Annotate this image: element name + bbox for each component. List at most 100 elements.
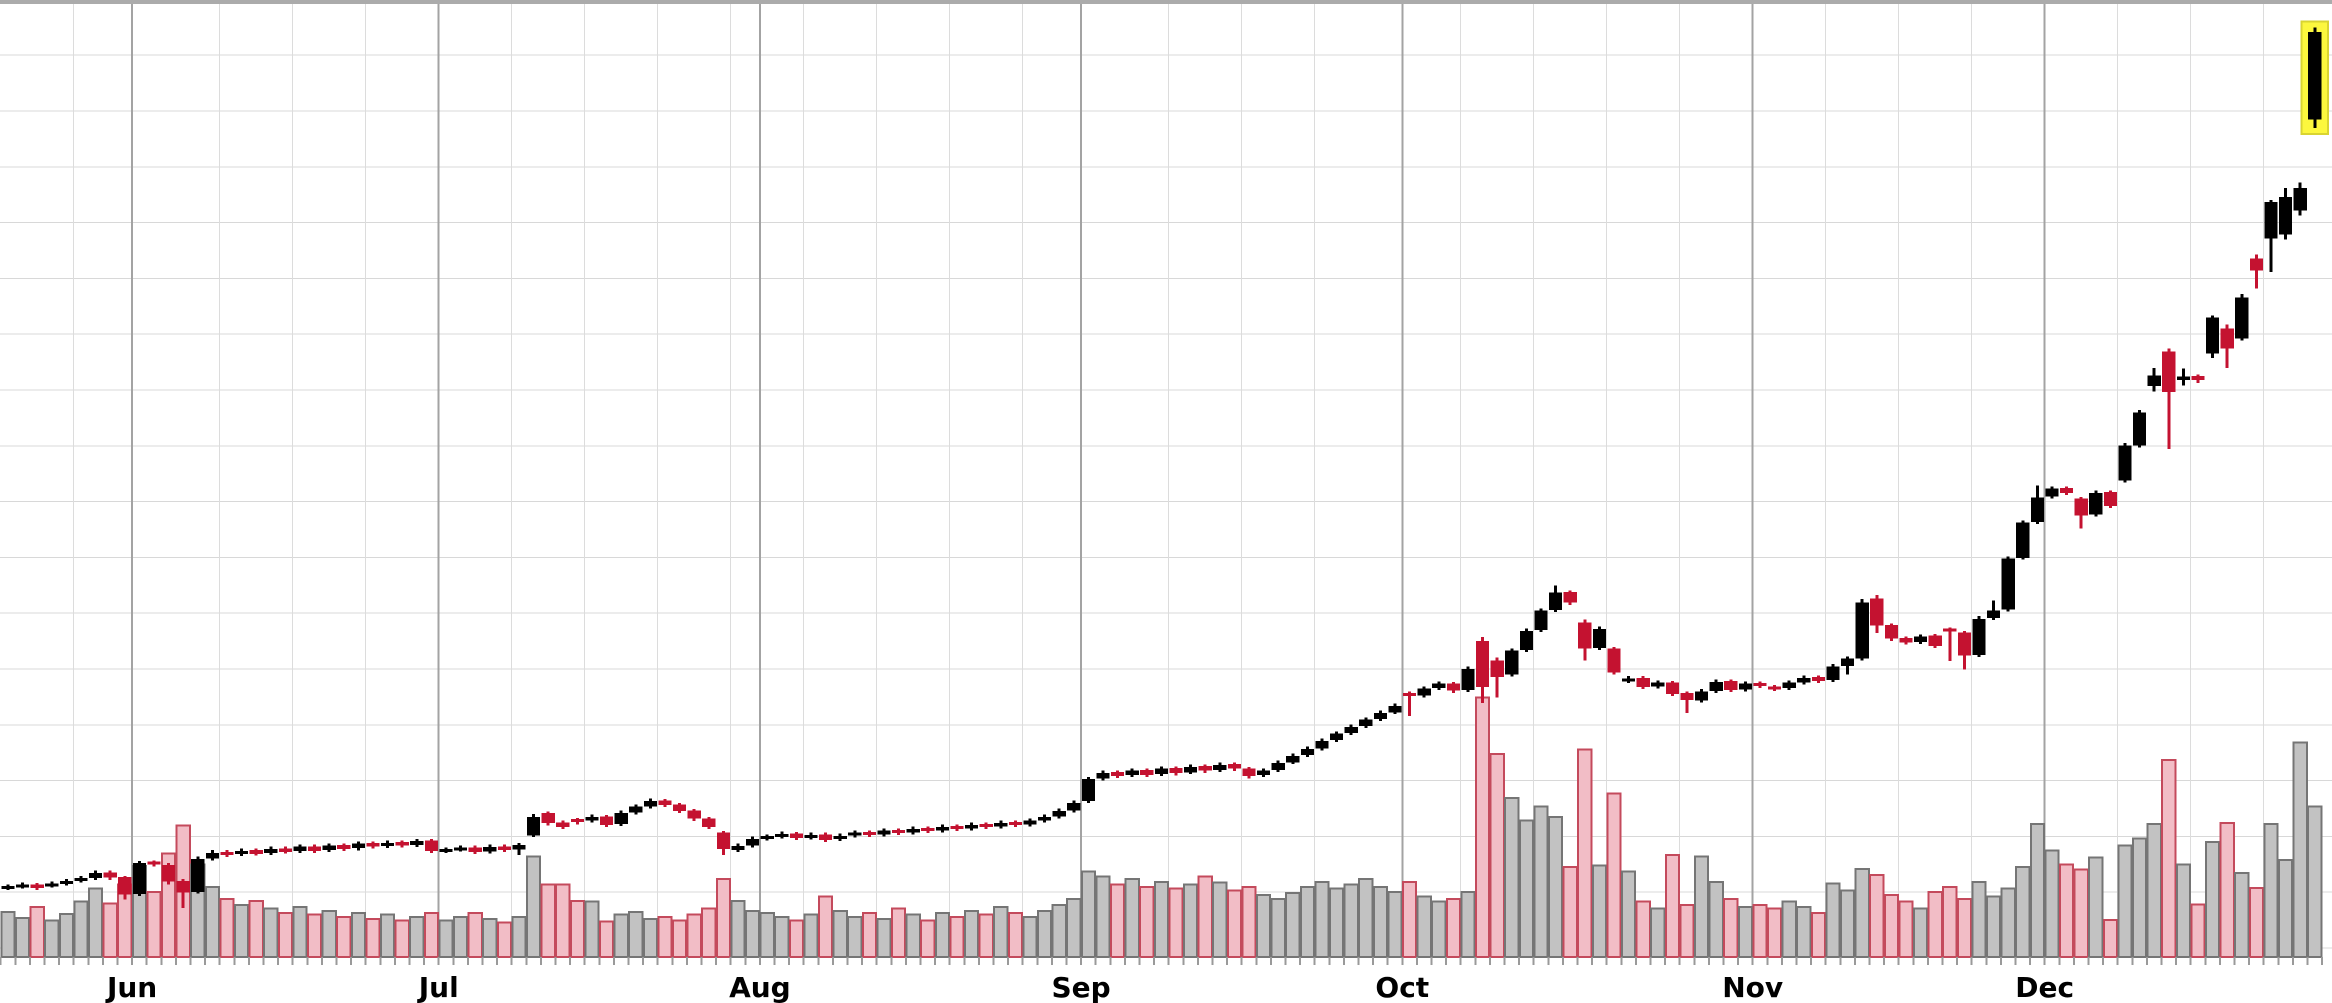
candle[interactable] bbox=[1841, 656, 1855, 675]
candle[interactable] bbox=[2235, 294, 2249, 341]
volume-bar[interactable] bbox=[1723, 898, 1739, 958]
volume-bar[interactable] bbox=[2015, 866, 2031, 958]
volume-bar[interactable] bbox=[891, 907, 907, 958]
candle[interactable] bbox=[1797, 675, 1811, 685]
volume-bar[interactable] bbox=[1664, 854, 1681, 958]
volume-bar[interactable] bbox=[1591, 864, 1608, 959]
candle[interactable] bbox=[1490, 657, 1504, 698]
volume-bar[interactable] bbox=[1986, 895, 2002, 958]
volume-bar[interactable] bbox=[1606, 792, 1622, 958]
candle[interactable] bbox=[1198, 764, 1212, 773]
volume-bar[interactable] bbox=[803, 913, 819, 958]
candle[interactable] bbox=[1505, 648, 1519, 677]
candle[interactable] bbox=[2147, 368, 2161, 392]
candle[interactable] bbox=[892, 828, 906, 836]
volume-bar[interactable] bbox=[394, 919, 410, 959]
volume-bar[interactable] bbox=[263, 907, 279, 958]
candle[interactable] bbox=[1257, 768, 1271, 778]
candle[interactable] bbox=[1855, 599, 1869, 661]
candle[interactable] bbox=[1738, 681, 1752, 692]
volume-bar[interactable] bbox=[555, 883, 571, 959]
volume-bar[interactable] bbox=[701, 907, 717, 958]
volume-bar[interactable] bbox=[847, 916, 863, 959]
candle[interactable] bbox=[118, 875, 132, 900]
volume-bar[interactable] bbox=[2205, 841, 2221, 958]
candle[interactable] bbox=[59, 878, 73, 886]
candle[interactable] bbox=[1914, 634, 1928, 644]
volume-bar[interactable] bbox=[350, 911, 366, 959]
volume-bar[interactable] bbox=[1577, 748, 1593, 958]
candle[interactable] bbox=[921, 826, 935, 834]
volume-bar[interactable] bbox=[1504, 796, 1520, 959]
candle[interactable] bbox=[1826, 664, 1840, 683]
candle[interactable] bbox=[205, 849, 219, 861]
candle[interactable] bbox=[2191, 374, 2205, 384]
volume-bar[interactable] bbox=[102, 902, 118, 959]
candle[interactable] bbox=[1811, 675, 1825, 684]
candle[interactable] bbox=[716, 831, 730, 856]
volume-bar[interactable] bbox=[1197, 875, 1213, 958]
candle[interactable] bbox=[1607, 647, 1621, 675]
candle[interactable] bbox=[468, 845, 482, 854]
candle[interactable] bbox=[585, 814, 599, 823]
volume-bar[interactable] bbox=[2102, 918, 2119, 958]
volume-bar[interactable] bbox=[292, 905, 308, 959]
candle[interactable] bbox=[1271, 760, 1285, 772]
volume-bar[interactable] bbox=[993, 905, 1009, 959]
candle[interactable] bbox=[1227, 762, 1241, 771]
candle[interactable] bbox=[965, 822, 979, 831]
volume-bar[interactable] bbox=[1650, 907, 1666, 958]
volume-bar[interactable] bbox=[204, 886, 221, 958]
volume-bar[interactable] bbox=[1314, 880, 1330, 958]
volume-bar[interactable] bbox=[58, 912, 74, 958]
volume-bar[interactable] bbox=[2117, 844, 2133, 958]
candle[interactable] bbox=[30, 883, 44, 891]
volume-bar[interactable] bbox=[1694, 855, 1710, 959]
candle[interactable] bbox=[264, 846, 278, 855]
volume-bar[interactable] bbox=[1256, 893, 1272, 958]
volume-bar[interactable] bbox=[715, 878, 731, 959]
volume-bar[interactable] bbox=[2029, 822, 2046, 959]
candle[interactable] bbox=[1928, 634, 1942, 648]
volume-bar[interactable] bbox=[1840, 889, 1856, 959]
volume-bar[interactable] bbox=[1358, 878, 1374, 959]
candle[interactable] bbox=[278, 846, 292, 854]
volume-bar[interactable] bbox=[1781, 900, 1797, 959]
volume-bar[interactable] bbox=[1898, 900, 1914, 959]
volume-bar[interactable] bbox=[2219, 822, 2235, 958]
candle[interactable] bbox=[541, 811, 555, 826]
volume-bar[interactable] bbox=[1883, 893, 1900, 958]
volume-bar[interactable] bbox=[453, 916, 469, 959]
volume-bar[interactable] bbox=[2263, 822, 2279, 959]
candle[interactable] bbox=[249, 848, 263, 856]
volume-bar[interactable] bbox=[1942, 886, 1958, 958]
candle[interactable] bbox=[775, 831, 789, 839]
candle[interactable] bbox=[132, 860, 146, 896]
volume-bar[interactable] bbox=[2044, 849, 2060, 959]
candle[interactable] bbox=[760, 834, 774, 841]
volume-bar[interactable] bbox=[949, 916, 965, 959]
volume-bar[interactable] bbox=[467, 911, 483, 959]
candle[interactable] bbox=[906, 826, 920, 835]
candle[interactable] bbox=[1519, 628, 1533, 652]
candle[interactable] bbox=[2030, 485, 2044, 524]
candle[interactable] bbox=[337, 843, 351, 851]
volume-bar[interactable] bbox=[818, 895, 834, 958]
candle[interactable] bbox=[1038, 814, 1052, 823]
candle[interactable] bbox=[2074, 497, 2088, 529]
candle[interactable] bbox=[1884, 623, 1898, 641]
volume-bar[interactable] bbox=[788, 919, 804, 959]
candle[interactable] bbox=[658, 798, 672, 807]
candle[interactable] bbox=[1899, 636, 1913, 645]
candle[interactable] bbox=[629, 804, 643, 815]
volume-bar[interactable] bbox=[1037, 910, 1053, 959]
volume-bar[interactable] bbox=[1095, 875, 1111, 958]
candle[interactable] bbox=[308, 844, 322, 853]
volume-bar[interactable] bbox=[365, 918, 381, 958]
volume-bar[interactable] bbox=[2292, 741, 2308, 958]
candle[interactable] bbox=[191, 856, 205, 894]
volume-bar[interactable] bbox=[1168, 887, 1184, 959]
volume-bar[interactable] bbox=[1329, 887, 1345, 959]
